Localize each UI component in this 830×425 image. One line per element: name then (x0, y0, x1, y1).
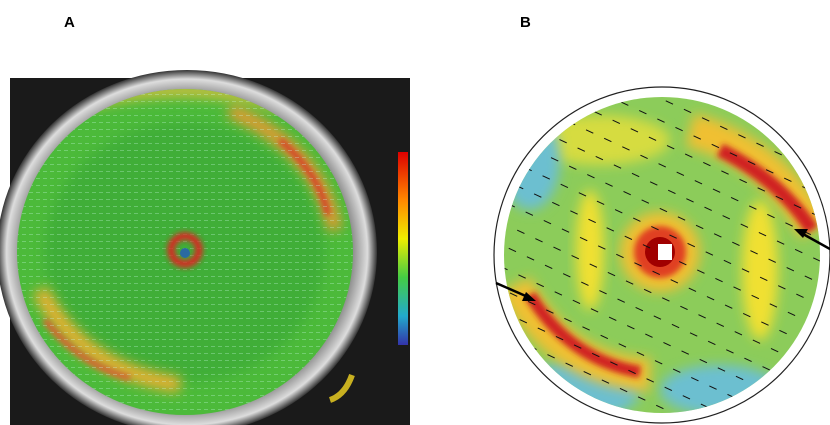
page: A B (0, 0, 830, 425)
panel-b-image (494, 87, 830, 425)
panel-label: B (520, 14, 531, 31)
panel-a-image (0, 70, 410, 425)
figure: A B (0, 0, 830, 425)
panel-label: A (64, 14, 75, 31)
